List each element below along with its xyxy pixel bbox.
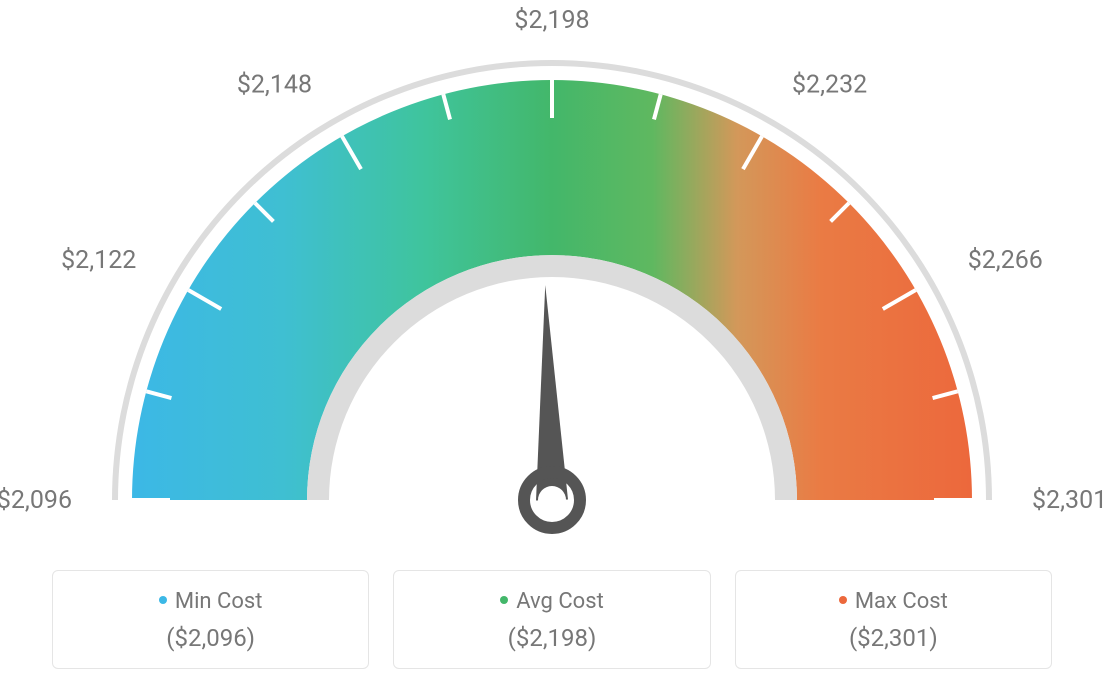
legend-max-title: Max Cost bbox=[746, 589, 1041, 614]
legend-min-label: Min Cost bbox=[175, 589, 263, 614]
legend-max-dot bbox=[839, 596, 847, 604]
tick-label: $2,122 bbox=[61, 246, 136, 275]
legend-max-label: Max Cost bbox=[855, 589, 948, 614]
tick-label: $2,301 bbox=[1032, 486, 1104, 515]
legend-avg-label: Avg Cost bbox=[516, 589, 604, 614]
legend-card-avg: Avg Cost ($2,198) bbox=[393, 570, 710, 669]
legend-card-max: Max Cost ($2,301) bbox=[735, 570, 1052, 669]
legend-min-title: Min Cost bbox=[63, 589, 358, 614]
tick-label: $2,232 bbox=[792, 70, 867, 99]
legend-avg-title: Avg Cost bbox=[404, 589, 699, 614]
legend-avg-dot bbox=[500, 596, 508, 604]
gauge-chart: $2,096 $2,122 $2,148 $2,198 $2,232 $2,266 $2,3… bbox=[0, 0, 1104, 560]
tick-label: $2,148 bbox=[237, 70, 312, 99]
tick-label: $2,198 bbox=[514, 6, 589, 35]
legend-row: Min Cost ($2,096) Avg Cost ($2,198) Max … bbox=[52, 570, 1052, 669]
legend-avg-value: ($2,198) bbox=[404, 624, 699, 652]
tick-label: $2,096 bbox=[0, 486, 72, 515]
legend-min-dot bbox=[159, 596, 167, 604]
gauge-svg: $2,096 $2,122 $2,148 $2,198 $2,232 $2,266 $2,3… bbox=[0, 0, 1104, 560]
legend-min-value: ($2,096) bbox=[63, 624, 358, 652]
tick-label: $2,266 bbox=[968, 246, 1043, 275]
legend-card-min: Min Cost ($2,096) bbox=[52, 570, 369, 669]
needle-hub-hole bbox=[538, 486, 566, 514]
legend-max-value: ($2,301) bbox=[746, 624, 1041, 652]
